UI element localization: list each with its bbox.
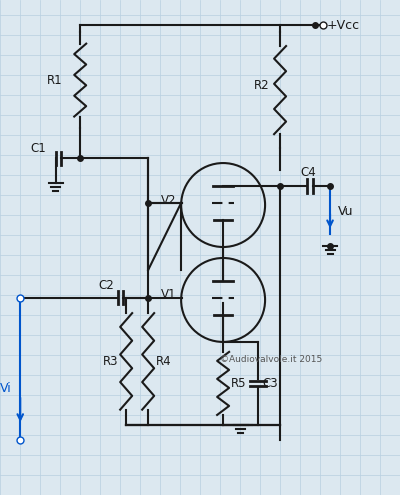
Text: C2: C2 xyxy=(98,279,114,293)
Text: R2: R2 xyxy=(254,79,270,92)
Text: R3: R3 xyxy=(102,355,118,368)
Text: Vi: Vi xyxy=(0,382,12,396)
Text: C4: C4 xyxy=(300,166,316,179)
Text: +Vcc: +Vcc xyxy=(327,19,360,32)
Text: ©Audiovalvole.it 2015: ©Audiovalvole.it 2015 xyxy=(220,355,322,364)
Text: V1: V1 xyxy=(161,289,177,301)
Text: Vu: Vu xyxy=(338,204,354,218)
Text: R4: R4 xyxy=(156,355,172,368)
Text: C3: C3 xyxy=(262,377,278,390)
Text: C1: C1 xyxy=(30,142,46,154)
Text: V2: V2 xyxy=(161,194,177,206)
Text: R1: R1 xyxy=(46,74,62,87)
Text: R5: R5 xyxy=(231,377,247,390)
